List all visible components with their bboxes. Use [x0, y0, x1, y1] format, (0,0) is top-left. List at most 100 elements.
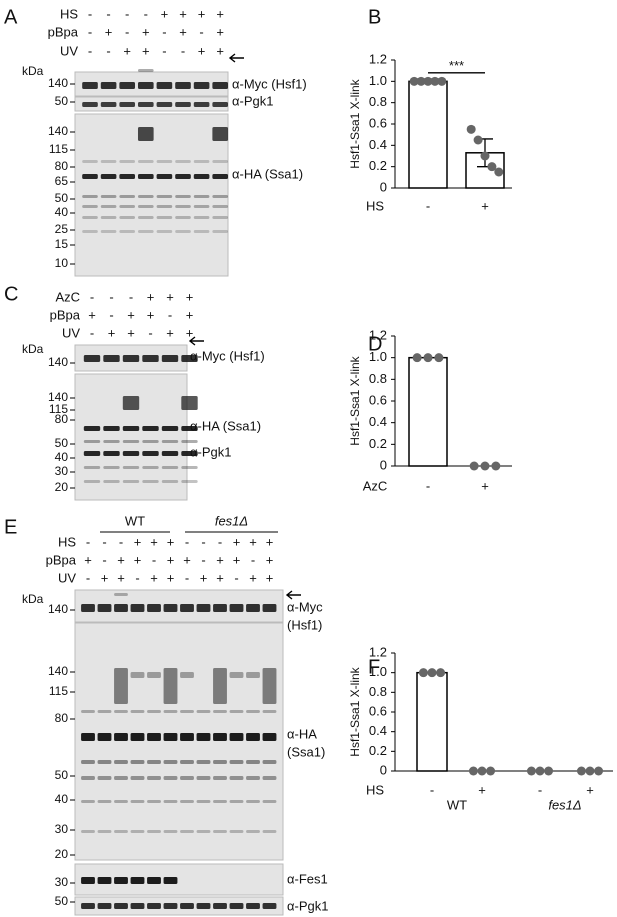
marker-label: 20: [55, 480, 69, 494]
data-point: [494, 167, 504, 177]
band: [213, 710, 227, 713]
band: [114, 877, 128, 884]
band: [246, 604, 260, 612]
antibody-label: α-Fes1: [287, 871, 328, 886]
band: [122, 355, 140, 362]
band: [122, 426, 140, 431]
band: [130, 710, 145, 713]
y-tick-label: 0.8: [369, 94, 387, 109]
treatment-sign: -: [201, 534, 205, 549]
band: [137, 195, 154, 198]
band: [119, 174, 136, 179]
band: [212, 102, 229, 107]
band: [213, 604, 227, 612]
band: [81, 776, 95, 780]
band: [246, 760, 260, 764]
marker-label: 30: [55, 822, 69, 836]
treatment-sign: +: [127, 307, 135, 322]
treatment-sign: +: [142, 24, 150, 39]
data-point: [473, 135, 483, 145]
band: [156, 230, 173, 233]
band: [103, 480, 120, 483]
data-point: [480, 151, 490, 161]
band: [119, 82, 136, 89]
antibody-label: α-HA (Ssa1): [190, 418, 261, 433]
band: [114, 668, 128, 704]
data-point: [544, 766, 554, 776]
band: [156, 195, 173, 198]
band: [130, 733, 145, 741]
band: [147, 877, 161, 884]
y-tick-label: 1.0: [369, 349, 387, 364]
band: [175, 174, 191, 179]
treatment-label: AzC: [55, 289, 80, 304]
antibody-label: α-Myc (Hsf1): [232, 76, 307, 91]
arrow: [188, 336, 204, 346]
band: [81, 760, 95, 764]
band: [114, 776, 128, 780]
data-point: [412, 353, 422, 363]
treatment-sign: +: [200, 570, 208, 585]
band: [229, 760, 244, 764]
band: [82, 174, 98, 179]
treatment-sign: -: [86, 534, 90, 549]
band: [130, 830, 145, 833]
band: [213, 830, 227, 833]
band: [137, 174, 154, 179]
band: [100, 205, 117, 208]
band: [193, 216, 210, 219]
x-tick-label: +: [478, 782, 486, 797]
treatment-label: UV: [58, 570, 76, 585]
data-point: [480, 461, 490, 471]
treatment-sign: -: [144, 6, 148, 21]
band: [82, 230, 98, 233]
band: [163, 903, 178, 909]
band: [156, 216, 173, 219]
y-tick-label: 1.2: [369, 644, 387, 659]
treatment-sign: +: [216, 6, 224, 21]
treatment-sign: +: [167, 552, 175, 567]
treatment-sign: +: [117, 570, 125, 585]
band: [163, 776, 178, 780]
treatment-sign: -: [88, 43, 92, 58]
marker-label: 140: [48, 390, 68, 404]
treatment-label: pBpa: [50, 307, 81, 322]
band: [83, 451, 101, 456]
marker-label: 115: [49, 402, 68, 416]
band: [137, 69, 154, 72]
band: [97, 830, 112, 833]
group-label: WT: [125, 513, 145, 528]
marker-label: 140: [48, 664, 68, 678]
band: [180, 830, 194, 833]
marker-label: 80: [55, 412, 69, 426]
band: [130, 903, 145, 909]
band: [119, 230, 136, 233]
treatment-sign: -: [129, 289, 133, 304]
marker-label: 50: [55, 436, 69, 450]
treatment-sign: +: [127, 325, 135, 340]
x-axis-label: HS: [366, 198, 384, 213]
band: [212, 195, 229, 198]
y-tick-label: 0.4: [369, 723, 387, 738]
band: [181, 451, 198, 456]
band: [100, 160, 117, 163]
group-label: WT: [447, 797, 467, 812]
treatment-sign: -: [185, 534, 189, 549]
treatment-sign: -: [135, 570, 139, 585]
treatment-sign: +: [216, 570, 224, 585]
band: [137, 205, 154, 208]
band: [229, 776, 244, 780]
band: [122, 466, 140, 469]
treatment-sign: -: [251, 552, 255, 567]
band: [246, 830, 260, 833]
treatment-sign: -: [90, 325, 94, 340]
data-point: [535, 766, 545, 776]
band: [81, 830, 95, 833]
data-point: [434, 353, 444, 363]
marker-label: 30: [55, 464, 69, 478]
treatment-sign: +: [166, 289, 174, 304]
y-tick-label: 1.0: [369, 73, 387, 88]
bar: [416, 671, 448, 772]
band: [175, 82, 191, 89]
treatment-sign: +: [150, 534, 158, 549]
